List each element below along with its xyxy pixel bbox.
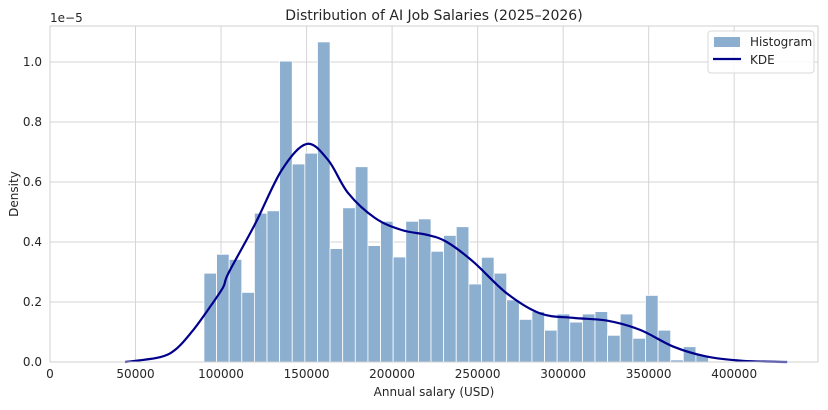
kde-line bbox=[124, 142, 788, 364]
histogram-bar bbox=[544, 329, 558, 363]
y-offset-text: 1e−5 bbox=[50, 11, 83, 25]
histogram-bar bbox=[506, 299, 520, 363]
histogram-bar bbox=[619, 313, 634, 363]
y-tick-label: 0.2 bbox=[23, 295, 42, 309]
x-tick-label: 400000 bbox=[711, 367, 757, 381]
histogram-bars bbox=[203, 41, 709, 363]
histogram-bar bbox=[266, 210, 281, 363]
legend-histogram-swatch bbox=[714, 37, 740, 47]
histogram-bar bbox=[304, 152, 318, 363]
histogram-bar bbox=[216, 253, 230, 363]
legend-histogram-label: Histogram bbox=[750, 35, 812, 49]
y-axis-label: Density bbox=[7, 171, 21, 217]
y-tick-label: 0.6 bbox=[23, 175, 42, 189]
histogram-bar bbox=[581, 313, 596, 363]
histogram-bar bbox=[632, 337, 646, 363]
chart-title: Distribution of AI Job Salaries (2025–20… bbox=[285, 8, 582, 24]
x-tick-label: 150000 bbox=[284, 367, 330, 381]
histogram-bar bbox=[569, 321, 583, 363]
histogram-bar bbox=[607, 334, 621, 363]
histogram-bar bbox=[468, 283, 482, 363]
y-tick-label: 0.8 bbox=[23, 115, 42, 129]
histogram-bar bbox=[417, 218, 432, 363]
legend-kde-label: KDE bbox=[750, 53, 775, 67]
histogram-bar bbox=[443, 234, 457, 363]
axes-frame bbox=[49, 25, 819, 363]
histogram-bar bbox=[342, 207, 356, 363]
histogram-bar bbox=[317, 41, 331, 363]
x-tick-label: 250000 bbox=[455, 367, 501, 381]
y-tick-labels: 0.0 0.2 0.4 0.6 0.8 1.0 bbox=[23, 55, 42, 369]
histogram-bar bbox=[367, 245, 381, 363]
histogram-bar bbox=[392, 256, 407, 363]
histogram-bar bbox=[291, 163, 306, 363]
histogram-bar bbox=[481, 256, 495, 363]
x-tick-label: 350000 bbox=[626, 367, 672, 381]
histogram-bar bbox=[354, 166, 369, 363]
histogram-bar bbox=[241, 291, 255, 363]
y-tick-label: 0.0 bbox=[23, 355, 42, 369]
histogram-bar bbox=[228, 258, 243, 363]
histogram-bar bbox=[531, 311, 545, 363]
legend: Histogram KDE bbox=[707, 30, 815, 74]
x-tick-label: 200000 bbox=[369, 367, 415, 381]
x-tick-label: 300000 bbox=[540, 367, 586, 381]
y-tick-label: 1.0 bbox=[23, 55, 42, 69]
histogram-bar bbox=[657, 329, 672, 363]
x-tick-label: 50000 bbox=[116, 367, 154, 381]
x-tick-label: 100000 bbox=[198, 367, 244, 381]
histogram-bar bbox=[254, 212, 268, 363]
x-tick-label: 0 bbox=[46, 367, 54, 381]
histogram-bar bbox=[556, 313, 571, 363]
y-tick-label: 0.4 bbox=[23, 235, 42, 249]
histogram-bar bbox=[455, 226, 470, 363]
x-tick-labels: 0 50000 100000 150000 200000 250000 300000 3500… bbox=[46, 367, 757, 381]
histogram-bar bbox=[405, 220, 419, 363]
histogram-bar bbox=[430, 250, 445, 363]
histogram-bar bbox=[279, 60, 293, 363]
histogram-bar bbox=[645, 294, 659, 363]
histogram-bar bbox=[329, 248, 344, 363]
histogram-bar bbox=[518, 318, 533, 363]
histogram-bar bbox=[380, 220, 394, 363]
histogram-bar bbox=[203, 272, 217, 363]
x-axis-label: Annual salary (USD) bbox=[374, 385, 495, 399]
